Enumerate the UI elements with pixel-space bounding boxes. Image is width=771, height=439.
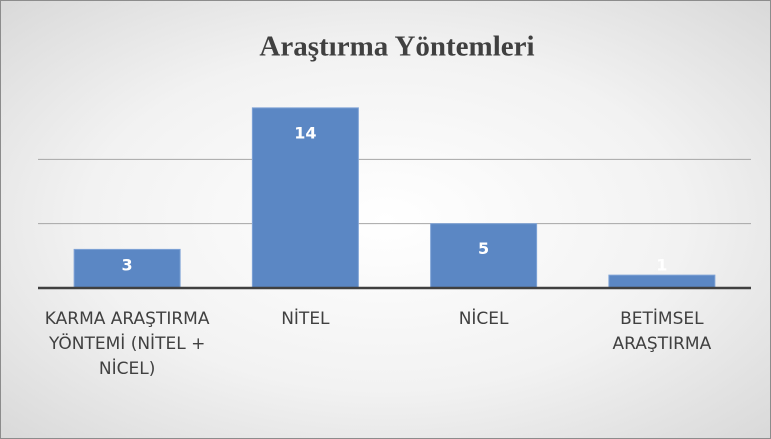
data-label: 3 — [122, 256, 133, 275]
x-tick-label: KARMA ARAŞTIRMA YÖNTEMİ (NİTEL + NİCEL) — [44, 309, 210, 379]
chart-title: Araştırma Yöntemleri — [259, 31, 534, 63]
data-label: 5 — [478, 239, 489, 258]
bar — [608, 274, 716, 289]
x-tick-label: BETİMSEL ARAŞTIRMA — [612, 309, 712, 354]
data-label: 1 — [656, 256, 667, 275]
x-tick-label: NİCEL — [458, 309, 509, 329]
x-tick-label: NİTEL — [281, 309, 330, 329]
bar — [430, 223, 538, 289]
bar — [73, 248, 181, 289]
data-label: 14 — [294, 123, 316, 142]
